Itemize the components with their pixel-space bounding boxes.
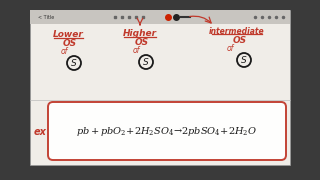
Text: of: of: [226, 44, 234, 53]
Bar: [0, 0, 30, 180]
Text: OS: OS: [63, 39, 77, 48]
Text: of: of: [60, 47, 68, 56]
Text: Higher: Higher: [123, 29, 157, 38]
Bar: [30, 10, 290, 165]
Bar: [290, 0, 320, 180]
FancyBboxPatch shape: [48, 102, 286, 160]
Text: S: S: [143, 57, 149, 66]
Text: Lower: Lower: [52, 30, 84, 39]
Text: S: S: [71, 58, 77, 68]
Text: S: S: [241, 55, 247, 64]
Text: ex: ex: [34, 127, 46, 137]
Bar: [0, 165, 320, 180]
Text: OS: OS: [233, 36, 247, 45]
Text: $pb + pbO_2\!+\!2H_2SO_4 \!\rightarrow\! 2pbSO_4\!+\!2H_2O$: $pb + pbO_2\!+\!2H_2SO_4 \!\rightarrow\!…: [76, 125, 258, 138]
Text: of: of: [132, 46, 140, 55]
Bar: [30, 10, 290, 24]
Text: < Title: < Title: [38, 15, 54, 19]
Text: OS: OS: [135, 38, 149, 47]
Text: intermediate: intermediate: [209, 27, 265, 36]
